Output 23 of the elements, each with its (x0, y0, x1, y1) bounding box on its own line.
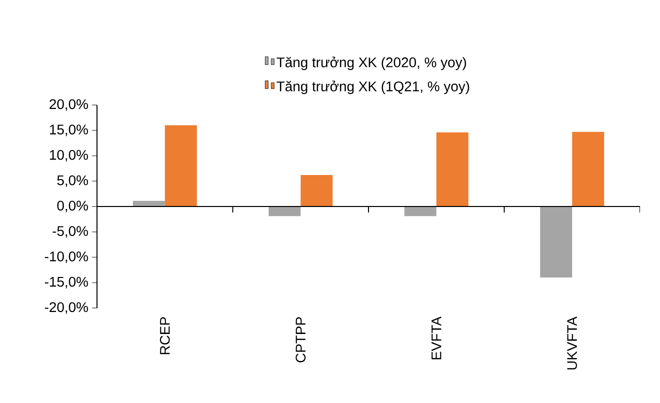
y-tick-label: 10,0% (50, 150, 88, 162)
y-tick-label: 20,0% (50, 99, 88, 111)
x-tick-label: RCEP (160, 317, 170, 354)
legend-label: Tăng trưởng XK (1Q21, % yoy) (276, 80, 470, 94)
bar (300, 175, 333, 206)
bar (436, 132, 468, 206)
y-tick-label: 0,0% (57, 200, 88, 212)
y-tick-label: -5,0% (52, 226, 88, 238)
x-tick-label: EVFTA (432, 316, 442, 360)
y-tick-label: 15,0% (50, 124, 88, 136)
bar (572, 132, 604, 206)
bar (132, 200, 165, 206)
y-tick-label: 5,0% (57, 175, 88, 187)
bar (164, 125, 197, 206)
bar (268, 206, 301, 216)
y-tick-label: -10,0% (44, 251, 88, 264)
y-tick-label: -20,0% (44, 302, 88, 314)
bar (404, 206, 436, 216)
y-tick-label: -15,0% (44, 276, 88, 288)
bar (540, 206, 572, 278)
x-tick-label: CPTPP (296, 317, 306, 362)
x-tick-label: UKVFTA (567, 316, 577, 370)
legend-label: Tăng trưởng XK (2020, % yoy) (276, 56, 466, 70)
